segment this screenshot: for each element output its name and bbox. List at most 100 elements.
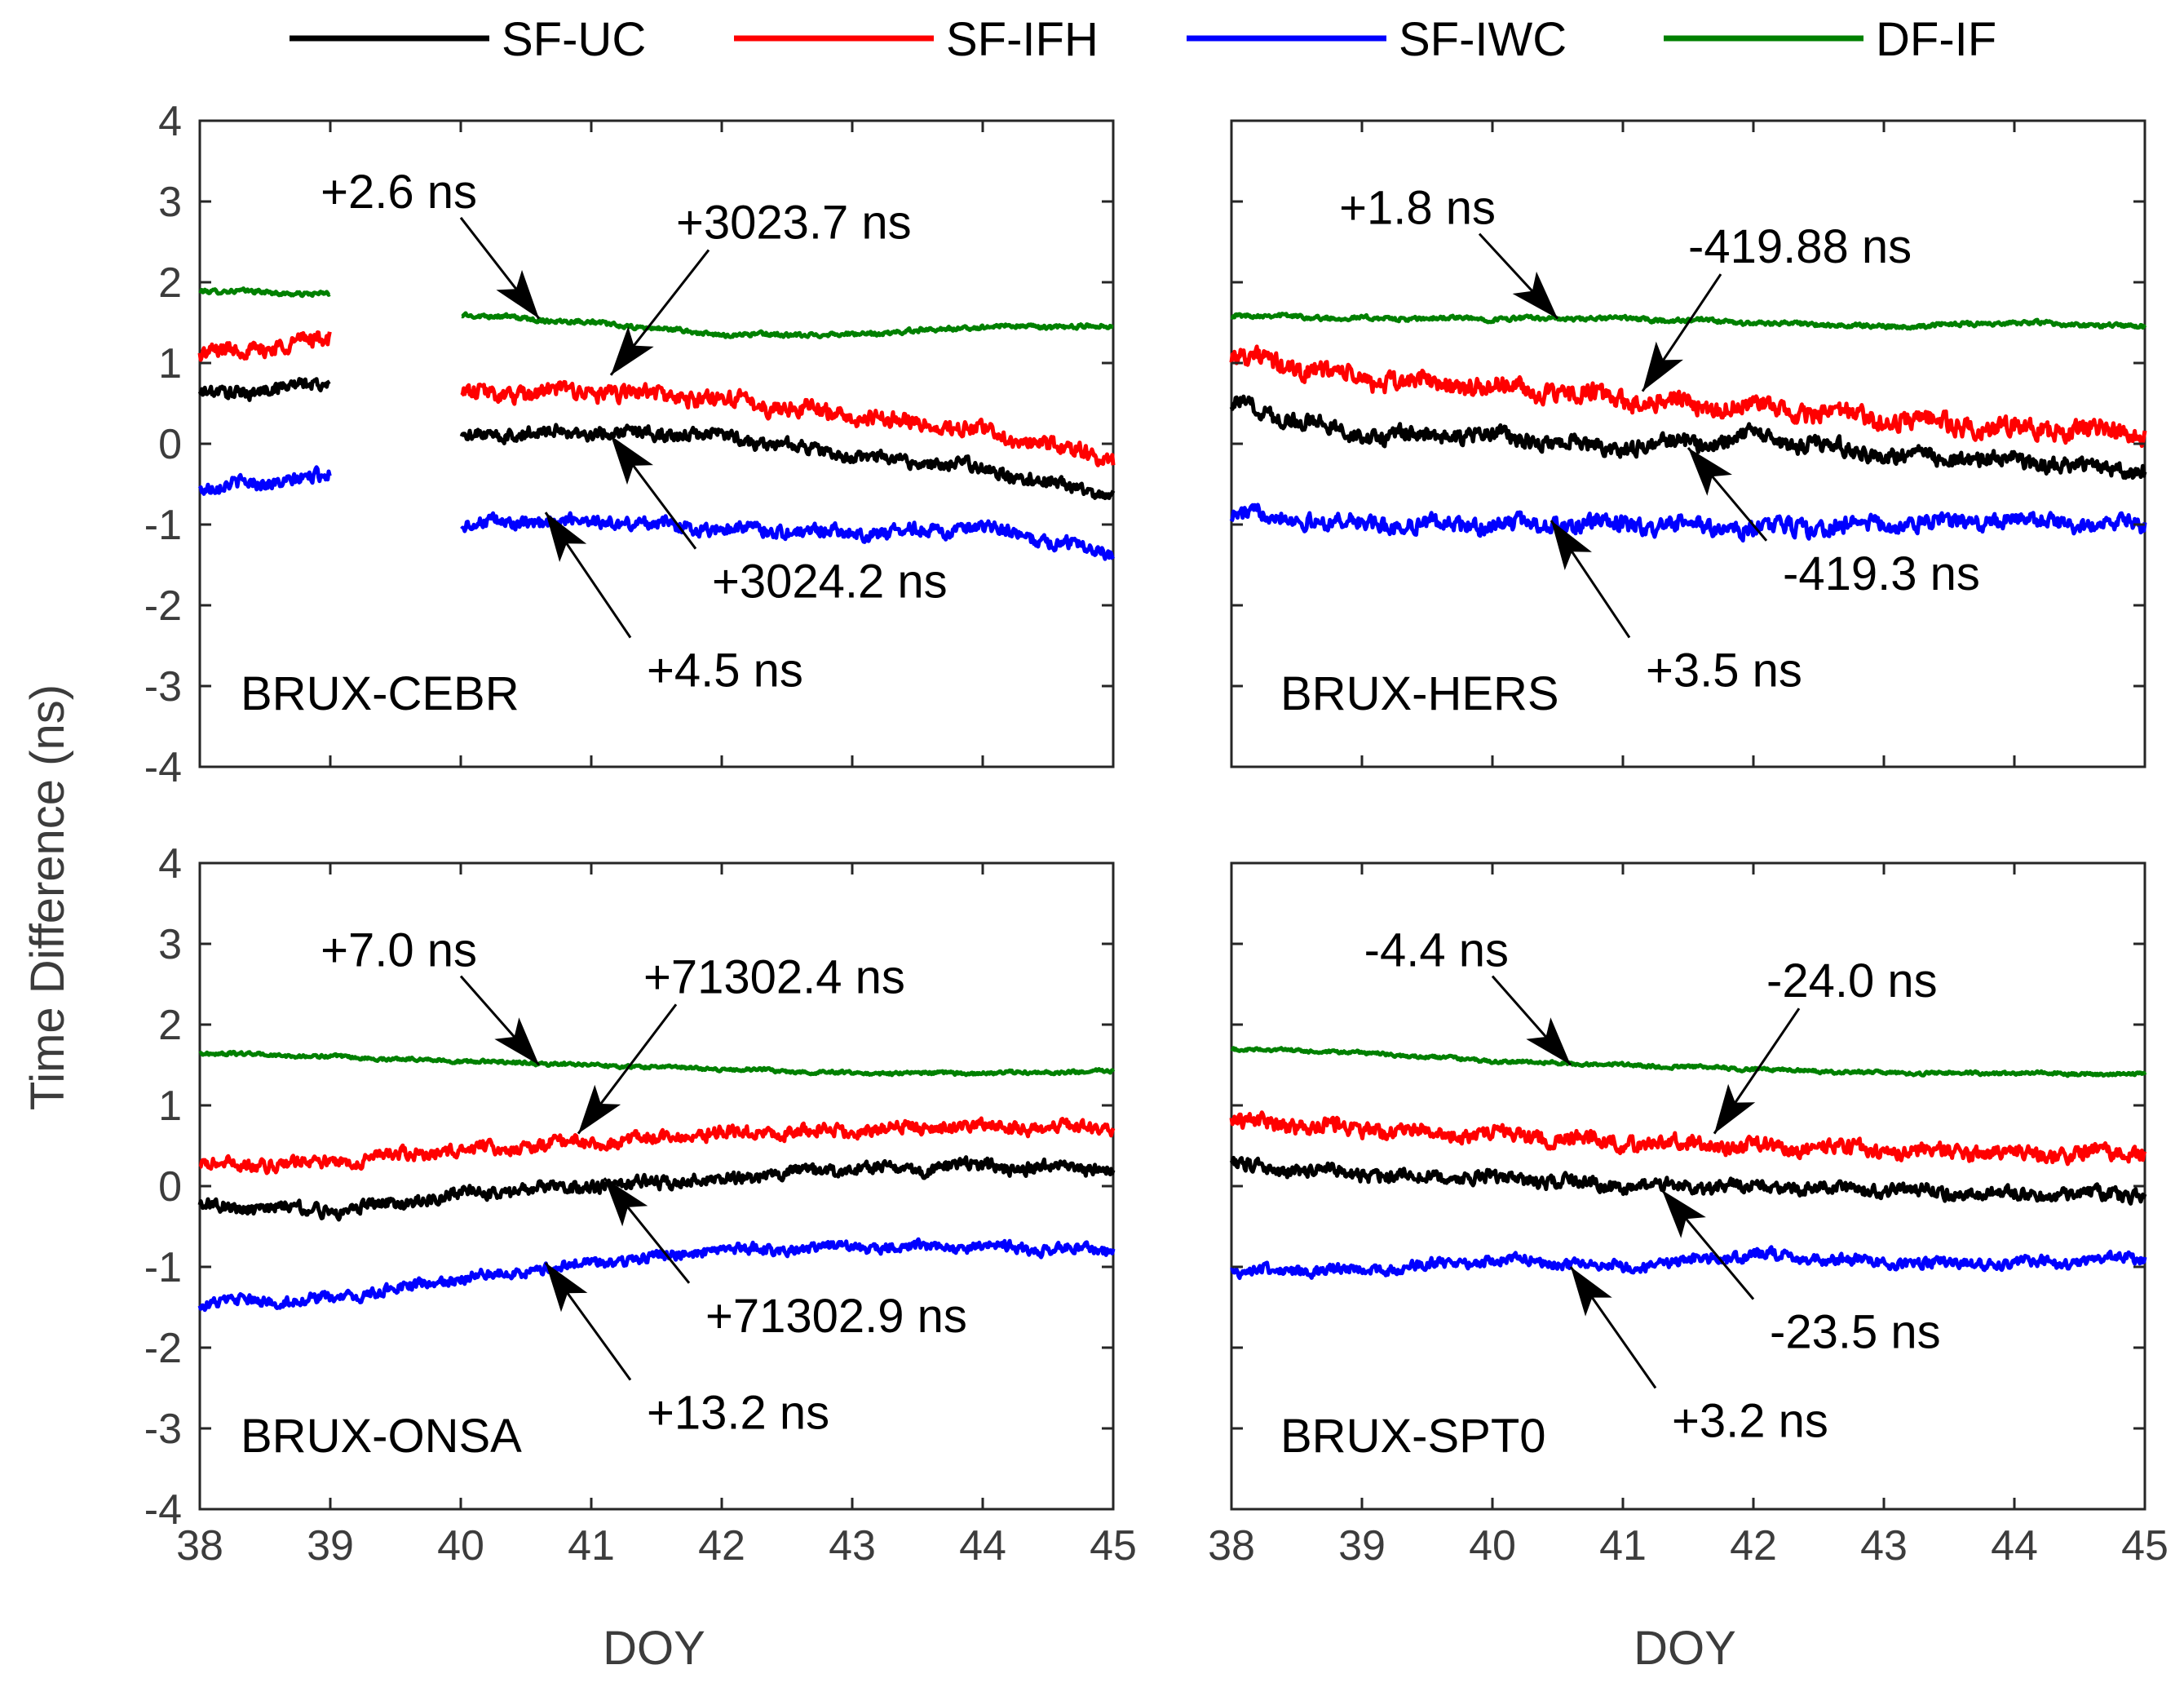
legend-entry-sf-iwc: SF-IWC <box>1187 13 1567 66</box>
x-axis-title-right: DOY <box>1634 1622 1736 1675</box>
annotation-arrowhead-sf-uc <box>1688 447 1732 496</box>
x-tick-label: 45 <box>1090 1522 1137 1570</box>
y-tick-label: 0 <box>158 1163 182 1211</box>
x-tick-label: 42 <box>698 1522 745 1570</box>
series-line-sf-ifh <box>198 1116 1116 1176</box>
annotation-label-sf-uc: +71302.9 ns <box>705 1290 967 1343</box>
x-tick-label: 43 <box>1860 1522 1908 1570</box>
annotation-layer: +7.0 ns +71302.4 ns +71302.9 ns +13.2 ns <box>321 924 967 1440</box>
y-tick-label: -4 <box>144 1486 182 1534</box>
series-line-sf-iwc <box>197 1237 1116 1313</box>
annotation-arrowhead-sf-uc <box>604 1178 648 1227</box>
x-tick-label: 44 <box>959 1522 1006 1570</box>
annotation-arrowhead-sf-iwc <box>546 512 587 563</box>
legend-label-df-if: DF-IF <box>1876 13 1996 66</box>
annotation-layer: -4.4 ns -24.0 ns -23.5 ns +3.2 ns <box>1364 924 1941 1448</box>
x-tick-label: 43 <box>829 1522 876 1570</box>
y-tick-label: -4 <box>144 744 182 791</box>
y-tick-label: -2 <box>144 1325 182 1372</box>
series-line-sf-ifh <box>197 330 1116 467</box>
series-line-sf-iwc <box>1229 503 2147 543</box>
y-tick-label: 2 <box>158 1002 182 1049</box>
annotation-label-sf-iwc: +4.5 ns <box>647 644 803 697</box>
y-tick-label: 0 <box>158 421 182 468</box>
x-tick-label: 45 <box>2121 1522 2169 1570</box>
annotation-label-sf-uc: -419.3 ns <box>1783 547 1980 600</box>
panel-brux-spt0: 38 39 40 41 42 43 44 45 -4.4 ns -24.0 ns -23.5 ns… <box>1208 861 2169 1570</box>
annotation-label-sf-iwc: +13.2 ns <box>647 1387 829 1440</box>
legend-entry-sf-uc: SF-UC <box>290 13 646 66</box>
annotation-arrowhead-sf-uc <box>1662 1189 1706 1238</box>
legend: SF-UC SF-IFH SF-IWC DF-IF <box>290 13 1996 66</box>
annotation-arrowhead-df-if <box>1526 1017 1571 1065</box>
legend-label-sf-uc: SF-UC <box>502 13 646 66</box>
series-line-sf-iwc <box>197 465 1116 561</box>
x-tick-label: 40 <box>437 1522 484 1570</box>
annotation-label-sf-uc: +3024.2 ns <box>712 556 948 609</box>
series-layer <box>197 1049 1116 1313</box>
annotation-label-df-if: +1.8 ns <box>1339 182 1496 235</box>
ticks-layer: 4 3 2 1 0 -1 -2 -3 -4 <box>144 98 1115 791</box>
y-tick-label: 3 <box>158 179 182 226</box>
y-tick-label: -1 <box>144 502 182 549</box>
y-tick-label: 4 <box>158 98 182 145</box>
panel-brux-hers: +1.8 ns -419.88 ns -419.3 ns +3.5 ns BRUX-H… <box>1229 119 2147 768</box>
y-tick-label: -3 <box>144 1406 182 1453</box>
series-line-sf-uc <box>1229 394 2147 480</box>
x-axis-title-left: DOY <box>603 1622 705 1675</box>
y-tick-label: 3 <box>158 921 182 968</box>
annotation-layer: +2.6 ns +3023.7 ns +3024.2 ns +4.5 ns <box>321 166 948 697</box>
x-tick-label: 39 <box>307 1522 354 1570</box>
series-line-df-if <box>1230 312 2147 331</box>
x-tick-label: 38 <box>1208 1522 1255 1570</box>
x-tick-label: 40 <box>1469 1522 1516 1570</box>
annotation-label-sf-uc: -23.5 ns <box>1770 1306 1941 1359</box>
series-line-sf-uc <box>197 1155 1116 1222</box>
annotation-layer: +1.8 ns -419.88 ns -419.3 ns +3.5 ns <box>1339 182 1980 697</box>
panel-frame <box>198 119 1115 768</box>
series-line-sf-uc <box>1229 1155 2147 1206</box>
annotation-arrowhead-df-if <box>1512 271 1558 319</box>
y-axis-title: Time Difference (ns) <box>21 684 74 1110</box>
annotation-arrowhead-sf-iwc <box>1551 520 1592 571</box>
y-tick-label: 2 <box>158 259 182 307</box>
annotation-arrowhead-sf-ifh <box>1642 341 1683 392</box>
y-tick-label: 1 <box>158 1083 182 1130</box>
annotation-arrowhead-sf-iwc <box>1571 1267 1612 1317</box>
annotation-label-sf-ifh: -419.88 ns <box>1688 220 1912 273</box>
annotation-arrowhead-sf-iwc <box>546 1263 588 1313</box>
y-tick-label: -3 <box>144 663 182 711</box>
series-layer <box>1229 1046 2147 1281</box>
x-tick-label: 41 <box>568 1522 615 1570</box>
annotation-label-sf-iwc: +3.2 ns <box>1672 1395 1828 1448</box>
ticks-layer: 38 39 40 41 42 43 44 45 <box>1208 861 2169 1570</box>
series-line-df-if <box>198 1049 1116 1078</box>
y-tick-label: -1 <box>144 1244 182 1291</box>
y-tick-label: 4 <box>158 840 182 888</box>
x-tick-label: 42 <box>1730 1522 1777 1570</box>
annotation-label-sf-ifh: -24.0 ns <box>1766 954 1938 1007</box>
panel-label: BRUX-CEBR <box>241 667 519 720</box>
annotation-label-sf-ifh: +3023.7 ns <box>676 196 912 249</box>
series-line-sf-uc <box>197 377 1116 501</box>
x-tick-label: 41 <box>1599 1522 1647 1570</box>
annotation-arrowhead-sf-ifh <box>1714 1083 1756 1134</box>
series-line-sf-ifh <box>1229 1110 2147 1167</box>
y-tick-label: 1 <box>158 340 182 387</box>
annotation-label-df-if: +7.0 ns <box>321 924 477 977</box>
annotation-arrowhead-df-if <box>494 1017 539 1065</box>
series-line-df-if <box>198 286 1115 339</box>
annotation-label-sf-ifh: +71302.4 ns <box>643 950 905 1003</box>
annotation-label-df-if: +2.6 ns <box>321 166 477 219</box>
panel-label: BRUX-ONSA <box>241 1410 522 1463</box>
series-layer <box>197 286 1116 561</box>
x-tick-label: 44 <box>1991 1522 2038 1570</box>
annotation-arrowhead-df-if <box>496 269 539 319</box>
series-line-sf-iwc <box>1230 1245 2147 1281</box>
y-tick-label: -2 <box>144 582 182 630</box>
panel-label: BRUX-HERS <box>1280 667 1559 720</box>
panel-brux-cebr: 4 3 2 1 0 -1 -2 -3 -4 +2.6 ns +3023.7 ns +3024.2 n… <box>144 98 1116 791</box>
x-tick-label: 38 <box>176 1522 223 1570</box>
legend-entry-sf-ifh: SF-IFH <box>734 13 1099 66</box>
